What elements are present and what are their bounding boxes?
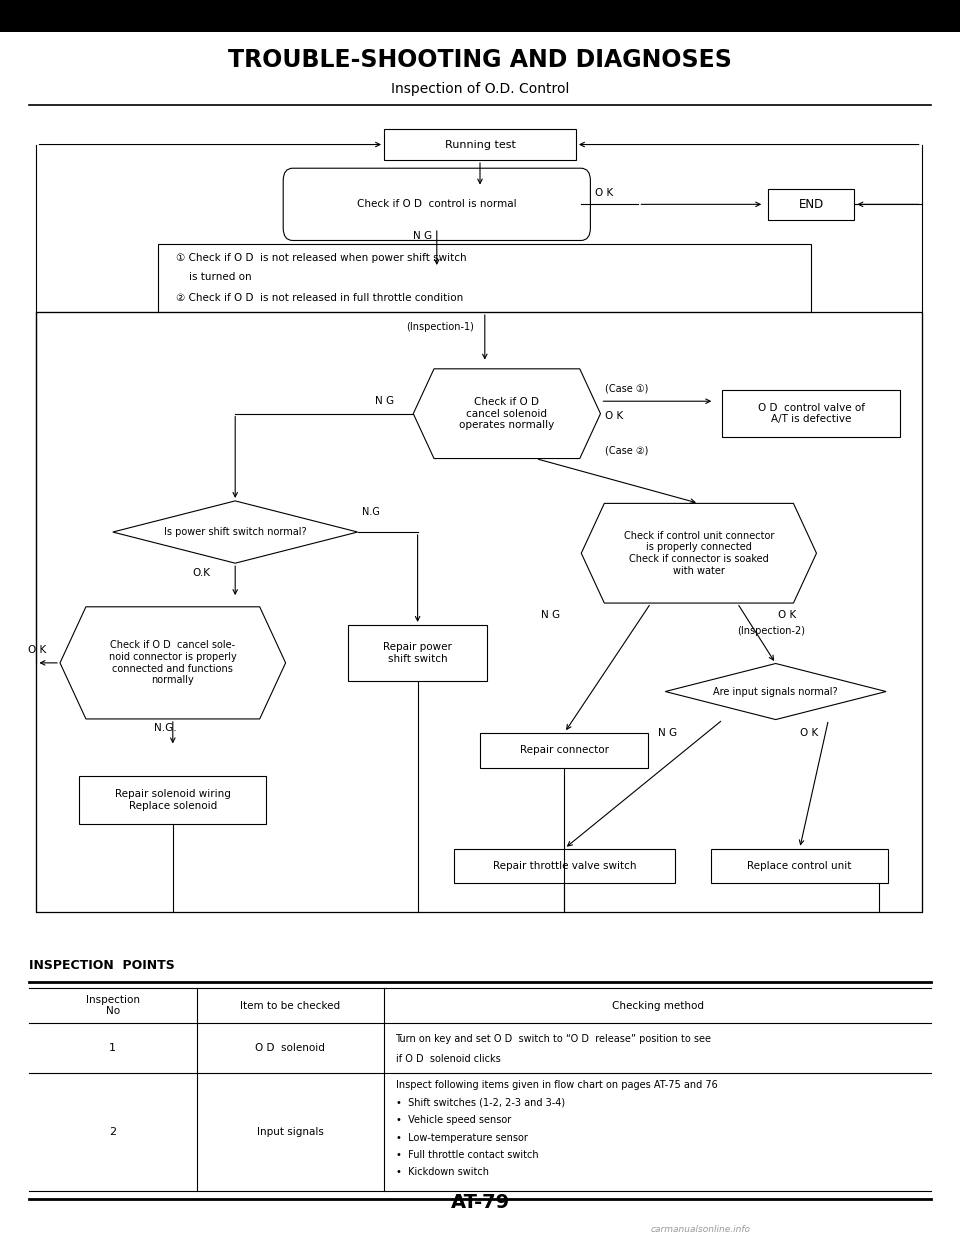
Text: N.G.: N.G. <box>154 724 177 734</box>
Text: O D  solenoid: O D solenoid <box>255 1043 325 1053</box>
Text: O K: O K <box>29 645 47 655</box>
Text: N G: N G <box>413 232 432 242</box>
Text: Check if control unit connector
is properly connected
Check if connector is soak: Check if control unit connector is prope… <box>624 531 774 576</box>
Text: INSPECTION  POINTS: INSPECTION POINTS <box>29 959 175 972</box>
Text: if O D  solenoid clicks: if O D solenoid clicks <box>396 1054 500 1064</box>
Text: •  Vehicle speed sensor: • Vehicle speed sensor <box>396 1115 511 1125</box>
Text: Check if O D  cancel sole-
noid connector is properly
connected and functions
no: Check if O D cancel sole- noid connector… <box>108 640 237 685</box>
Text: N.G: N.G <box>362 507 380 517</box>
Bar <box>0 0 960 32</box>
Text: Input signals: Input signals <box>257 1126 324 1138</box>
Text: N G: N G <box>374 396 394 406</box>
Text: (Case ②): (Case ②) <box>606 446 649 456</box>
Text: •  Kickdown switch: • Kickdown switch <box>396 1168 489 1177</box>
Text: Inspection
No: Inspection No <box>85 994 140 1017</box>
Text: (Inspection-1): (Inspection-1) <box>406 321 473 333</box>
Text: Inspect following items given in flow chart on pages AT-75 and 76: Inspect following items given in flow ch… <box>396 1080 717 1090</box>
Text: carmanualsonline.info: carmanualsonline.info <box>651 1225 751 1235</box>
Text: Repair throttle valve switch: Repair throttle valve switch <box>492 861 636 871</box>
Text: •  Full throttle contact switch: • Full throttle contact switch <box>396 1150 539 1160</box>
Text: Checking method: Checking method <box>612 1001 704 1011</box>
Text: O K: O K <box>595 188 613 198</box>
Text: •  Shift switches (1-2, 2-3 and 3-4): • Shift switches (1-2, 2-3 and 3-4) <box>396 1098 564 1108</box>
Text: Inspection of O.D. Control: Inspection of O.D. Control <box>391 82 569 96</box>
Text: N G: N G <box>540 611 560 621</box>
Text: is turned on: is turned on <box>176 272 252 282</box>
Text: N G: N G <box>658 728 677 738</box>
Bar <box>768 188 854 221</box>
Bar <box>348 625 487 680</box>
Text: AT-79: AT-79 <box>450 1192 510 1212</box>
Text: O K: O K <box>800 728 818 738</box>
Text: Turn on key and set O D  switch to “O D  release” position to see: Turn on key and set O D switch to “O D r… <box>396 1034 711 1044</box>
Text: Item to be checked: Item to be checked <box>240 1001 341 1011</box>
Polygon shape <box>413 369 601 459</box>
Polygon shape <box>581 503 816 603</box>
Bar <box>36 312 922 912</box>
Text: ① Check if O D  is not released when power shift switch: ① Check if O D is not released when powe… <box>176 253 467 263</box>
Text: ② Check if O D  is not released in full throttle condition: ② Check if O D is not released in full t… <box>176 293 463 303</box>
Text: Check if O D
cancel solenoid
operates normally: Check if O D cancel solenoid operates no… <box>459 397 555 430</box>
FancyBboxPatch shape <box>283 168 590 240</box>
Text: END: END <box>799 198 824 211</box>
Text: (Inspection-2): (Inspection-2) <box>737 627 805 637</box>
Text: TROUBLE-SHOOTING AND DIAGNOSES: TROUBLE-SHOOTING AND DIAGNOSES <box>228 47 732 72</box>
Text: 1: 1 <box>109 1043 116 1053</box>
Bar <box>454 849 675 883</box>
Text: (Case ①): (Case ①) <box>606 384 649 394</box>
Text: Check if O D  control is normal: Check if O D control is normal <box>357 199 516 209</box>
Polygon shape <box>113 501 357 563</box>
Text: Repair power
shift switch: Repair power shift switch <box>383 642 452 664</box>
Bar <box>158 243 811 312</box>
Bar <box>79 776 266 824</box>
Bar <box>384 128 576 159</box>
Text: Is power shift switch normal?: Is power shift switch normal? <box>164 527 306 537</box>
Text: Repair connector: Repair connector <box>520 745 609 755</box>
Text: Replace control unit: Replace control unit <box>748 861 852 871</box>
Text: 2: 2 <box>109 1126 116 1138</box>
Text: O D  control valve of
A/T is defective: O D control valve of A/T is defective <box>757 402 865 425</box>
Text: O K: O K <box>778 611 797 621</box>
Text: Are input signals normal?: Are input signals normal? <box>713 687 838 697</box>
Text: O.K: O.K <box>192 568 210 578</box>
Bar <box>710 849 888 883</box>
Text: Repair solenoid wiring
Replace solenoid: Repair solenoid wiring Replace solenoid <box>115 789 230 811</box>
Text: Running test: Running test <box>444 140 516 150</box>
Polygon shape <box>665 663 886 720</box>
Bar <box>480 733 649 768</box>
Text: •  Low-temperature sensor: • Low-temperature sensor <box>396 1133 527 1143</box>
Polygon shape <box>60 607 286 719</box>
Bar <box>722 390 900 437</box>
Text: O K: O K <box>606 411 624 421</box>
